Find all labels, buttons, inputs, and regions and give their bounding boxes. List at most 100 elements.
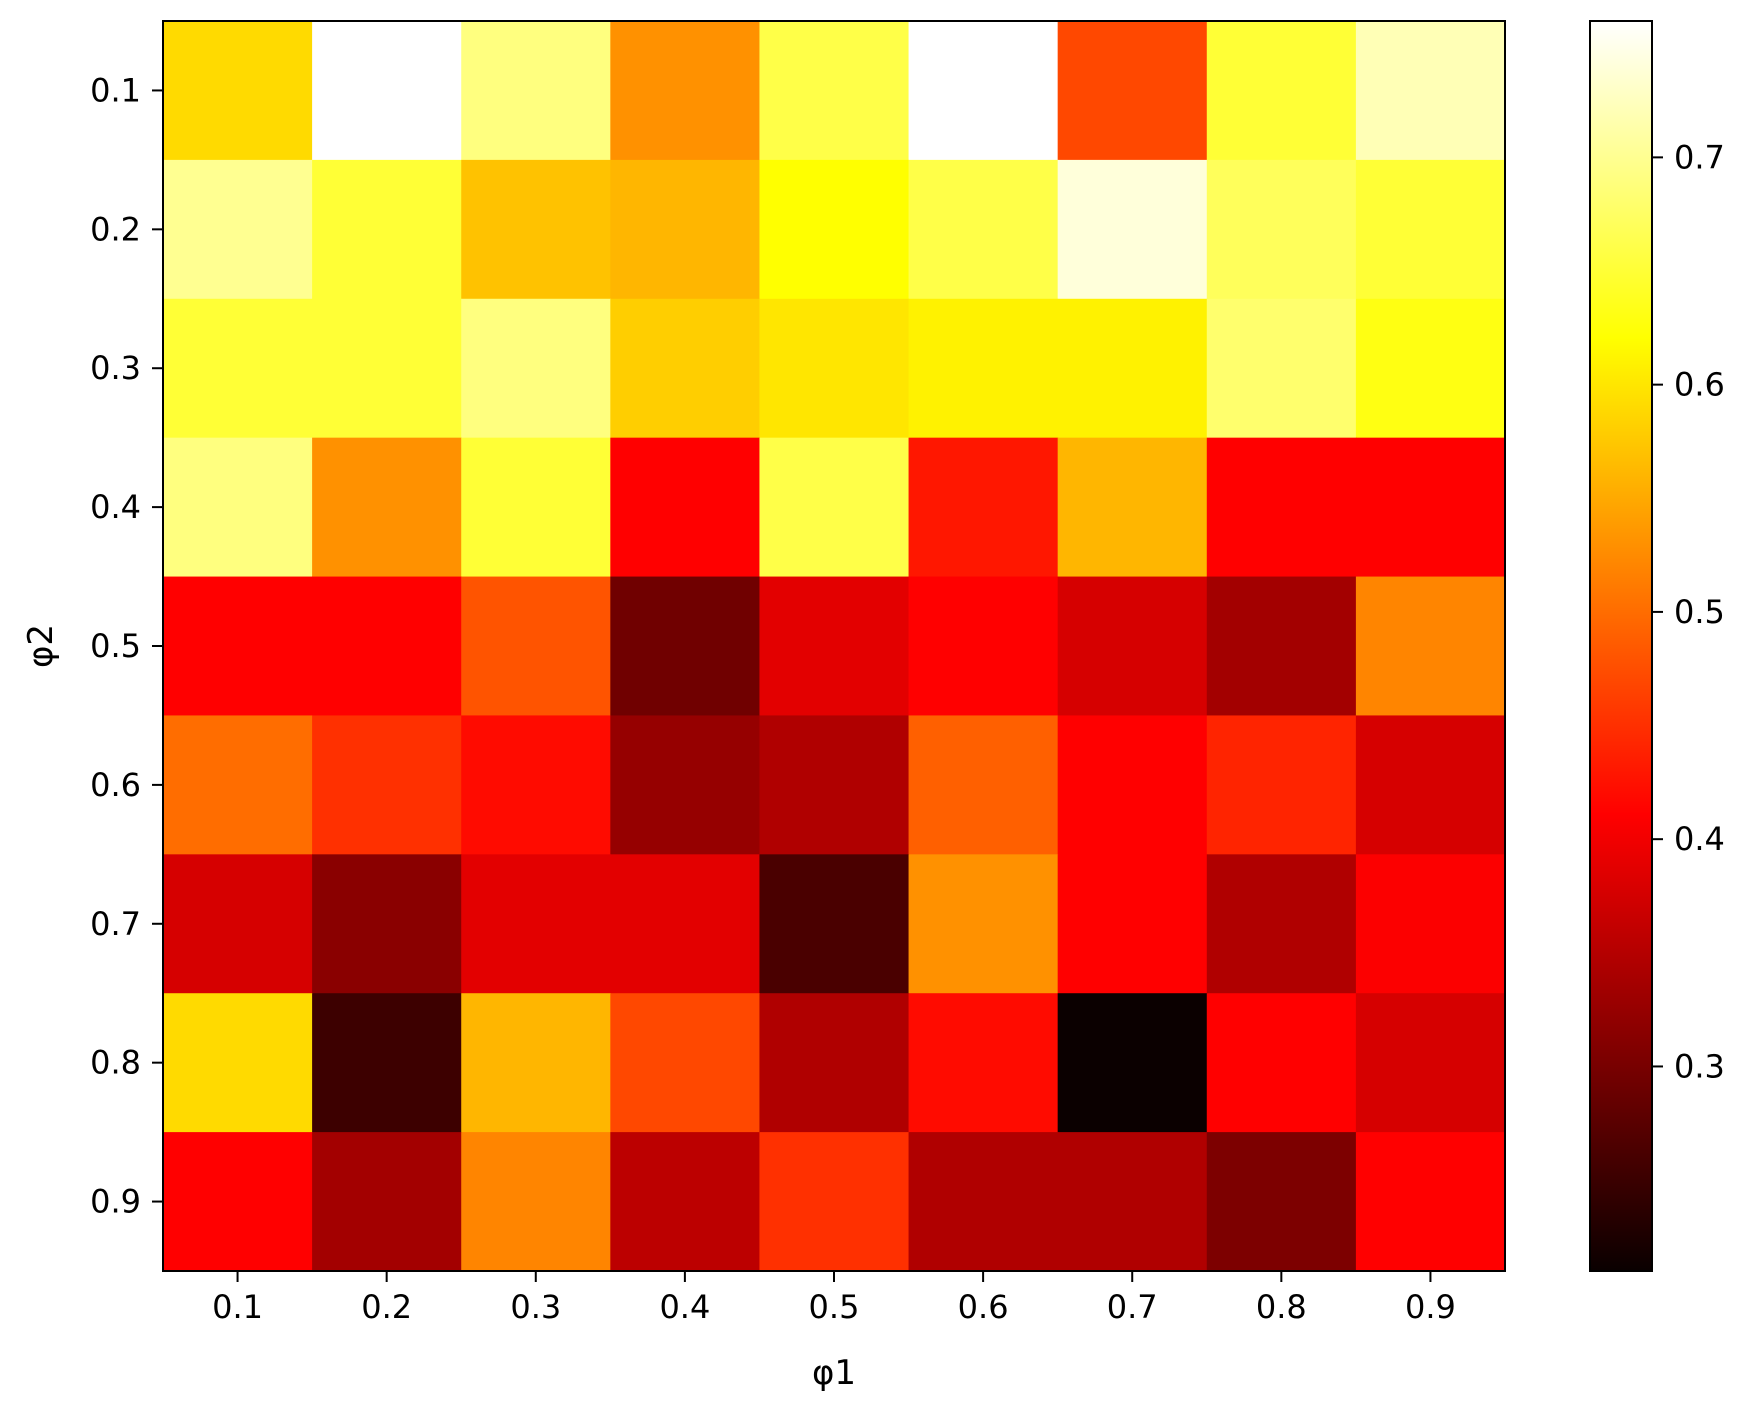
x-tick-label: 0.5 xyxy=(809,1288,860,1326)
y-axis-label: φ2 xyxy=(21,624,61,668)
heatmap-cell xyxy=(1355,298,1506,439)
heatmap-cell xyxy=(610,854,761,994)
heatmap-cell xyxy=(610,298,761,439)
colorbar-gradient xyxy=(1589,20,1653,1272)
heatmap-cell xyxy=(908,1132,1059,1272)
heatmap-cell xyxy=(1206,21,1357,161)
heatmap-cell xyxy=(759,993,910,1133)
heatmap-cell xyxy=(312,159,462,300)
heatmap-cell xyxy=(312,298,462,439)
colorbar-tick-label: 0.6 xyxy=(1674,366,1725,404)
y-tick-label: 0.4 xyxy=(90,488,141,526)
heatmap-cell xyxy=(312,854,462,994)
heatmap-cell xyxy=(163,576,313,717)
heatmap-cell xyxy=(461,854,611,994)
heatmap-cell xyxy=(759,576,910,717)
heatmap-cell xyxy=(759,1132,910,1272)
heatmap-cell xyxy=(1206,576,1357,717)
heatmap-cell xyxy=(312,21,462,161)
heatmap-cell xyxy=(1057,298,1208,439)
heatmap-cell xyxy=(163,159,313,300)
heatmap-cell xyxy=(1355,1132,1506,1272)
heatmap-cell xyxy=(908,854,1059,994)
heatmap-cell xyxy=(759,437,910,578)
heatmap-cell xyxy=(312,1132,462,1272)
heatmap-cell xyxy=(461,159,611,300)
x-axis-ticks: 0.1 0.2 0.3 0.4 0.5 0.6 0.7 0.8 0.9 xyxy=(212,1271,1456,1326)
heatmap-cell xyxy=(908,21,1059,161)
heatmap-cell xyxy=(610,159,761,300)
heatmap-cell xyxy=(610,1132,761,1272)
heatmap-cell xyxy=(461,437,611,578)
heatmap-cell xyxy=(1057,1132,1208,1272)
x-tick-label: 0.8 xyxy=(1256,1288,1307,1326)
heatmap-cell xyxy=(312,576,462,717)
heatmap-cell xyxy=(1057,715,1208,855)
heatmap-cell xyxy=(1355,993,1506,1133)
y-tick-label: 0.9 xyxy=(90,1183,141,1221)
heatmap-cell xyxy=(163,715,313,855)
heatmap-cell xyxy=(610,437,761,578)
heatmap-cell xyxy=(1057,21,1208,161)
heatmap-cell xyxy=(163,993,313,1133)
heatmap-cell xyxy=(163,21,313,161)
heatmap-cell xyxy=(908,993,1059,1133)
heatmap-cell xyxy=(312,437,462,578)
heatmap-cell xyxy=(1057,854,1208,994)
heatmap-cell xyxy=(759,159,910,300)
heatmap-cell xyxy=(312,715,462,855)
x-tick-label: 0.6 xyxy=(958,1288,1009,1326)
y-tick-label: 0.6 xyxy=(90,766,141,804)
heatmap-cell xyxy=(163,298,313,439)
heatmap-cell xyxy=(610,21,761,161)
heatmap-cell xyxy=(1057,159,1208,300)
x-tick-label: 0.1 xyxy=(212,1288,263,1326)
y-tick-label: 0.1 xyxy=(90,71,141,109)
x-tick-label: 0.4 xyxy=(659,1288,710,1326)
heatmap-cell xyxy=(1355,437,1506,578)
heatmap-cell xyxy=(1206,854,1357,994)
heatmap-cell xyxy=(1057,576,1208,717)
y-tick-label: 0.5 xyxy=(90,627,141,665)
heatmap-cell xyxy=(312,993,462,1133)
heatmap-cell xyxy=(908,576,1059,717)
heatmap-cell xyxy=(461,576,611,717)
heatmap-cell xyxy=(163,437,313,578)
heatmap-cell xyxy=(610,993,761,1133)
colorbar-tick-label: 0.7 xyxy=(1674,138,1725,176)
colorbar-tick-label: 0.5 xyxy=(1674,593,1725,631)
heatmap-cell xyxy=(1206,993,1357,1133)
heatmap-cell xyxy=(759,715,910,855)
heatmap-cell xyxy=(1206,437,1357,578)
heatmap-cell xyxy=(1057,993,1208,1133)
x-tick-label: 0.9 xyxy=(1405,1288,1456,1326)
heatmap-cell xyxy=(1206,298,1357,439)
heatmap-cell xyxy=(1355,854,1506,994)
heatmap-cell xyxy=(1355,576,1506,717)
y-tick-label: 0.2 xyxy=(90,210,141,248)
heatmap-cell xyxy=(908,298,1059,439)
heatmap-cell xyxy=(908,159,1059,300)
y-tick-label: 0.8 xyxy=(90,1044,141,1082)
colorbar: 0.3 0.4 0.5 0.6 0.7 xyxy=(1589,20,1725,1272)
heatmap-cell xyxy=(1206,715,1357,855)
y-tick-label: 0.7 xyxy=(90,905,141,943)
heatmap-cell xyxy=(610,576,761,717)
colorbar-tick-label: 0.3 xyxy=(1674,1047,1725,1085)
y-tick-label: 0.3 xyxy=(90,349,141,387)
heatmap-cell xyxy=(461,1132,611,1272)
heatmap-cell xyxy=(1206,159,1357,300)
y-axis-ticks: 0.1 0.2 0.3 0.4 0.5 0.6 0.7 0.8 0.9 xyxy=(90,71,163,1221)
heatmap-cell xyxy=(610,715,761,855)
heatmap-cell xyxy=(461,715,611,855)
heatmap-cell xyxy=(1355,159,1506,300)
heatmap-cell xyxy=(163,854,313,994)
heatmap-cells xyxy=(163,21,1506,1272)
heatmap-cell xyxy=(759,854,910,994)
x-tick-label: 0.3 xyxy=(510,1288,561,1326)
heatmap-cell xyxy=(759,298,910,439)
heatmap-cell xyxy=(163,1132,313,1272)
heatmap-cell xyxy=(461,993,611,1133)
heatmap-cell xyxy=(461,298,611,439)
